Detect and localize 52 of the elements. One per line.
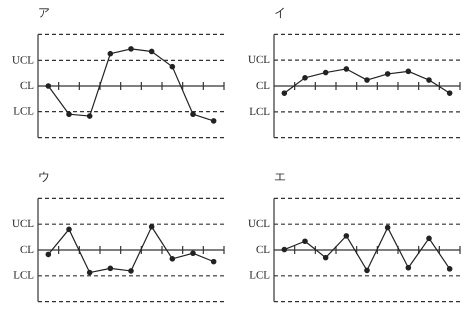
point xyxy=(190,111,196,118)
point xyxy=(302,238,308,244)
ref-line-label: UCL xyxy=(248,54,270,66)
point xyxy=(108,50,114,57)
ref-line-label: LCL xyxy=(13,270,34,282)
chart-title: ア xyxy=(38,5,50,20)
point xyxy=(322,254,328,260)
ref-line-label: UCL xyxy=(12,218,34,230)
point xyxy=(46,252,52,258)
point xyxy=(170,256,176,262)
point xyxy=(148,224,154,230)
point xyxy=(66,111,72,118)
point xyxy=(384,71,390,77)
point xyxy=(282,246,288,252)
point xyxy=(128,46,134,52)
point xyxy=(406,68,412,74)
ref-line-label: LCL xyxy=(249,270,270,282)
point xyxy=(86,113,92,119)
point xyxy=(364,268,370,274)
ref-line-label: CL xyxy=(256,244,270,256)
point xyxy=(148,48,154,54)
point xyxy=(170,64,176,70)
chart-title: イ xyxy=(274,5,286,20)
point xyxy=(322,70,328,76)
point xyxy=(282,90,288,96)
point xyxy=(210,258,216,264)
ref-line-label: CL xyxy=(20,80,34,92)
point xyxy=(406,264,412,271)
ref-line-label: LCL xyxy=(249,106,270,118)
ref-line-label: CL xyxy=(20,244,34,256)
point xyxy=(66,226,72,232)
point xyxy=(384,224,390,230)
point xyxy=(344,66,350,72)
point xyxy=(108,266,114,272)
ref-line-label: LCL xyxy=(13,106,34,118)
point xyxy=(364,77,370,83)
point xyxy=(446,90,452,96)
point xyxy=(86,270,92,276)
ref-line-label: UCL xyxy=(248,218,270,230)
point xyxy=(426,77,432,83)
chart-title: エ xyxy=(274,169,286,184)
ref-line-label: CL xyxy=(256,80,270,92)
chart-title: ウ xyxy=(38,169,50,184)
point xyxy=(128,268,134,274)
point xyxy=(446,266,452,272)
point xyxy=(302,75,308,81)
point xyxy=(426,236,432,242)
point xyxy=(344,233,350,239)
point xyxy=(190,250,196,256)
point xyxy=(46,83,52,89)
ref-line-label: UCL xyxy=(12,54,34,66)
point xyxy=(210,118,216,124)
